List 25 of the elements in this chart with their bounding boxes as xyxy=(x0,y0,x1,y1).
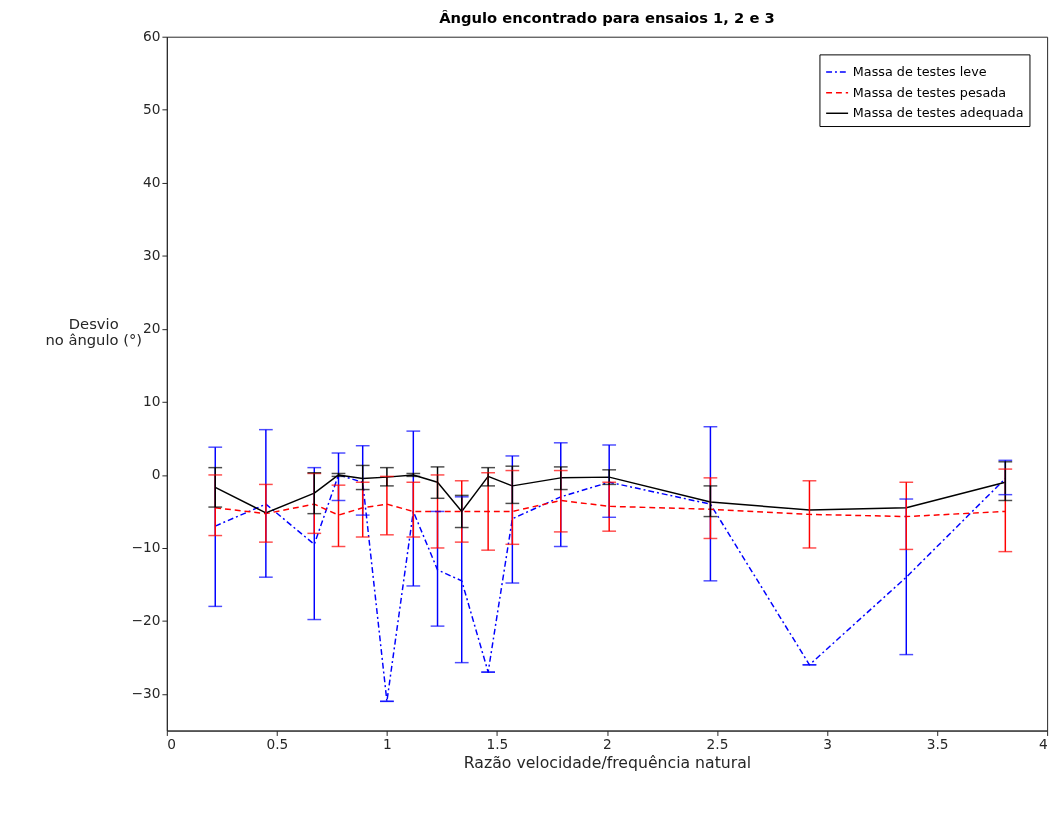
y-tick-label: −20 xyxy=(131,612,161,629)
legend-label: Massa de testes leve xyxy=(852,63,987,79)
x-tick-label: 1.5 xyxy=(486,735,509,752)
y-tick-label: 30 xyxy=(142,247,161,264)
y-tick-label: 40 xyxy=(142,174,161,191)
x-tick-label: 0.5 xyxy=(266,735,289,752)
y-tick-label: 60 xyxy=(142,28,161,45)
x-tick-label: 4 xyxy=(1038,735,1048,752)
x-axis-title: Razão velocidade/frequência natural xyxy=(463,753,752,773)
x-tick-label: 3 xyxy=(823,735,832,752)
legend-label: Massa de testes pesada xyxy=(852,84,1007,100)
legend-label: Massa de testes adequada xyxy=(852,105,1024,121)
chart-title: Ângulo encontrado para ensaios 1, 2 e 3 xyxy=(439,8,775,26)
y-tick-label: −10 xyxy=(131,539,161,556)
y-tick-label: 20 xyxy=(142,320,161,337)
x-tick-label: 0 xyxy=(167,735,177,752)
y-tick-label: −30 xyxy=(131,685,161,702)
y-tick-label: 0 xyxy=(151,466,161,483)
y-axis-title: Desvio no ângulo (°) xyxy=(45,314,143,349)
x-tick-label: 1 xyxy=(383,735,392,752)
x-tick-label: 2.5 xyxy=(706,735,729,752)
x-tick-label: 3.5 xyxy=(926,735,949,752)
y-tick-label: 50 xyxy=(142,101,161,118)
y-tick-label: 10 xyxy=(142,393,161,410)
x-tick-label: 2 xyxy=(603,735,612,752)
